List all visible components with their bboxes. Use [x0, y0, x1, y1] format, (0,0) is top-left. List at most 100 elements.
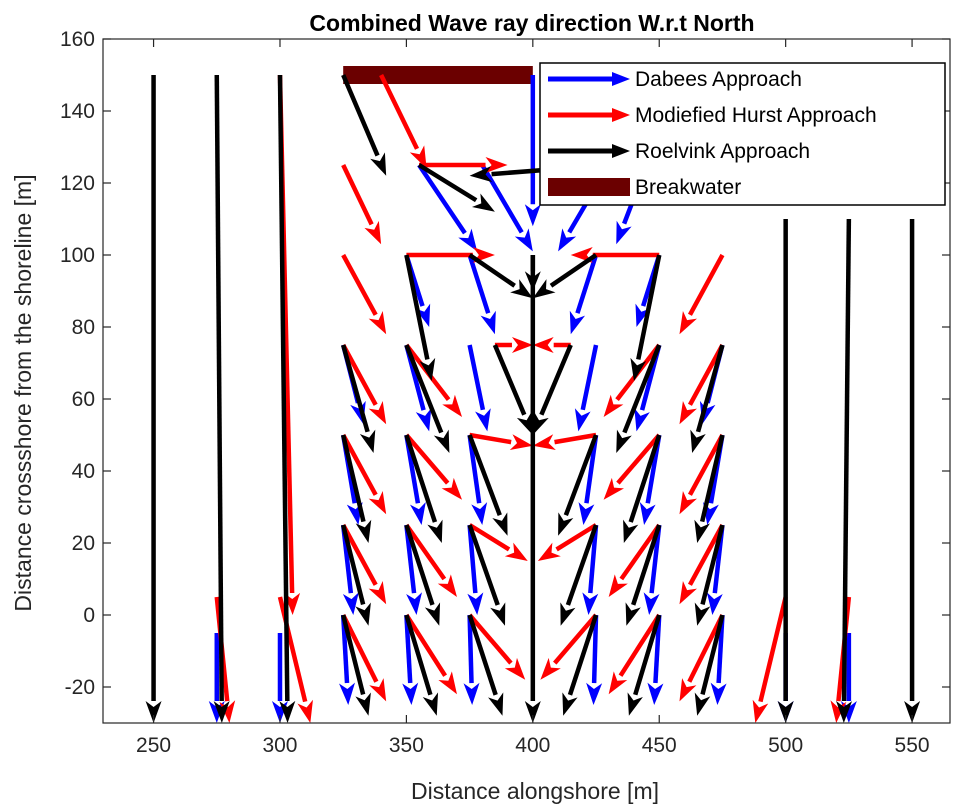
arrow-shaft	[555, 523, 598, 552]
arrow-shaft	[618, 613, 662, 677]
arrow-shaft	[480, 163, 524, 234]
arrow-head	[480, 310, 496, 335]
legend-label-breakwater: Breakwater	[635, 176, 741, 199]
legend-label-dabees: Dabees Approach	[635, 68, 802, 91]
breakwater-bar	[343, 66, 533, 84]
arrow-shaft	[341, 614, 366, 696]
arrow-head	[370, 152, 387, 176]
arrow-shaft	[341, 74, 380, 157]
arrow-shaft	[467, 254, 491, 314]
arrow-head	[616, 220, 632, 245]
arrow-shaft	[687, 613, 725, 683]
arrow-shaft	[214, 74, 224, 702]
arrow-head	[643, 592, 660, 615]
arrow-head	[635, 303, 651, 327]
arrow-shaft	[700, 524, 725, 606]
arrow-head	[504, 542, 528, 561]
arrow-head	[145, 701, 162, 723]
arrow-shaft	[468, 523, 511, 552]
arrow-head	[458, 228, 478, 252]
arrow-head	[679, 581, 697, 605]
arrow-head	[694, 519, 710, 543]
arrow-head	[469, 166, 493, 183]
arrow-head	[342, 592, 359, 615]
arrow-head	[623, 519, 639, 543]
arrow-head	[694, 692, 711, 716]
arrow-shaft	[591, 614, 599, 684]
arrow-head	[608, 574, 628, 597]
arrow-shaft	[341, 523, 378, 586]
arrow-shaft	[628, 434, 662, 523]
arrow-shaft	[687, 343, 725, 406]
y-tick-label: 20	[72, 532, 95, 555]
arrow-head	[639, 501, 656, 525]
arrow-head	[414, 303, 431, 327]
x-tick-label: 250	[136, 734, 171, 757]
arrow-head	[608, 671, 628, 695]
arrow-head	[364, 220, 382, 245]
arrow-shaft	[404, 344, 444, 434]
arrow-shaft	[565, 524, 599, 606]
arrow-shaft	[341, 253, 378, 316]
arrow-head	[524, 701, 541, 723]
legend: Dabees Approach Modiefied Hurst Approach…	[539, 62, 946, 206]
arrow-shaft	[341, 524, 366, 606]
arrow-shaft	[467, 613, 513, 665]
arrow-head	[582, 592, 599, 615]
arrow-head	[706, 592, 723, 615]
y-tick-label: 0	[83, 604, 95, 627]
legend-arrowhead-roelvink	[612, 144, 630, 158]
legend-item-hurst: Modiefied Hurst Approach	[548, 104, 877, 127]
arrow-head	[511, 337, 533, 353]
arrow-shaft	[404, 434, 438, 523]
arrow-head	[647, 682, 664, 705]
arrow-head	[710, 682, 727, 705]
y-tick-label: 100	[60, 244, 95, 267]
arrow-head	[524, 204, 541, 227]
arrow-shaft	[467, 344, 486, 411]
y-tick-label: 60	[72, 388, 95, 411]
arrow-shaft	[633, 614, 662, 696]
arrow-shaft	[575, 254, 599, 314]
y-tick-label: 80	[72, 316, 95, 339]
arrow-head	[578, 502, 595, 525]
arrow-shaft	[404, 254, 430, 360]
arrow-shaft	[636, 254, 662, 360]
arrow-shaft	[758, 596, 788, 703]
arrow-head	[368, 401, 387, 425]
arrow-shaft	[417, 163, 478, 203]
x-tick-label: 550	[895, 734, 930, 757]
arrow-head	[402, 682, 419, 705]
arrow-head	[679, 678, 697, 702]
arrow-head	[560, 602, 576, 626]
arrow-head	[369, 678, 387, 702]
arrow-shaft	[584, 434, 599, 504]
arrow-head	[339, 682, 356, 705]
arrow-shaft	[404, 614, 433, 696]
arrow-head	[355, 692, 371, 716]
legend-label-hurst: Modiefied Hurst Approach	[635, 104, 877, 127]
arrow-shaft	[404, 524, 417, 594]
arrow-head	[368, 581, 387, 605]
legend-arrowhead-dabees	[612, 72, 630, 86]
arrow-head	[463, 682, 480, 705]
arrow-head	[630, 357, 647, 381]
arrow-head	[562, 692, 578, 716]
arrow-head	[836, 700, 853, 723]
y-tick-label: 40	[72, 460, 95, 483]
arrow-head	[504, 657, 526, 680]
arrow-shaft	[404, 613, 448, 677]
arrow-head	[679, 401, 697, 425]
arrow-head	[690, 429, 706, 453]
arrow-shaft	[549, 253, 598, 288]
arrow-head	[355, 602, 371, 626]
arrow-head	[427, 519, 443, 543]
x-tick-label: 300	[262, 734, 297, 757]
arrow-head	[679, 311, 697, 335]
arrow-head	[603, 477, 625, 500]
arrow-head	[532, 434, 556, 450]
arrow-head	[438, 671, 457, 695]
arrow-shaft	[619, 523, 662, 581]
y-axis-label: Distance crossshore from the shoreline […	[10, 174, 36, 611]
